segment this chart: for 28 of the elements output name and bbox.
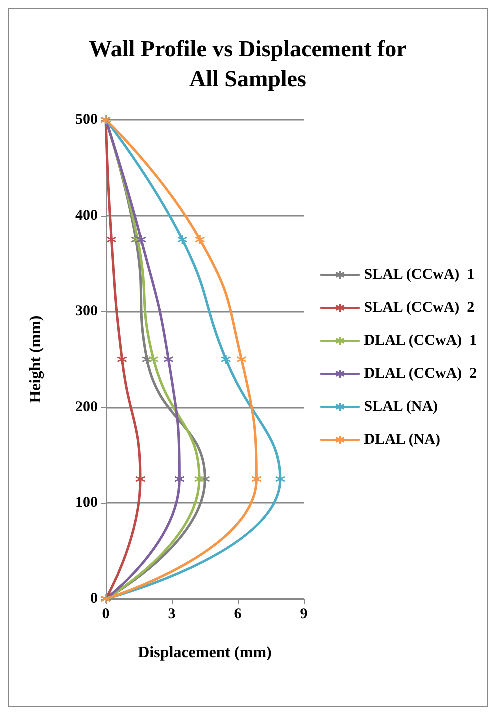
point <box>220 354 232 365</box>
legend-label: DLAL (CCwA) 2 <box>364 366 478 382</box>
legend-label: SLAL (CCwA) 2 <box>364 300 475 316</box>
y-tick-label: 500 <box>76 112 98 128</box>
y-tick-label: 0 <box>90 591 98 607</box>
x-tick-label: 3 <box>168 606 176 622</box>
point <box>163 354 174 365</box>
y-tick-label: 400 <box>76 208 98 224</box>
point <box>142 354 152 365</box>
x-axis-title: Displacement (mm) <box>138 644 272 662</box>
point <box>194 234 206 245</box>
y-tick-label: 100 <box>76 495 98 512</box>
legend-label: DLAL (NA) <box>364 432 441 448</box>
point <box>148 354 159 365</box>
legend-label: SLAL (NA) <box>364 399 438 415</box>
y-axis-title: Height (mm) <box>28 316 44 404</box>
x-tick-label: 9 <box>300 606 308 622</box>
y-tick-label: 300 <box>76 304 98 320</box>
x-tick-label: 0 <box>102 606 110 622</box>
point <box>117 354 128 365</box>
point <box>177 234 188 245</box>
point <box>236 354 247 365</box>
point <box>136 234 147 245</box>
chart-title: Wall Profile vs Displacement for All Samples <box>89 36 407 92</box>
y-tick-label: 200 <box>76 399 98 416</box>
x-tick-label: 6 <box>234 606 242 622</box>
legend-label: DLAL (CCwA) 1 <box>364 333 478 349</box>
legend-label: SLAL (CCwA) 1 <box>364 267 475 283</box>
